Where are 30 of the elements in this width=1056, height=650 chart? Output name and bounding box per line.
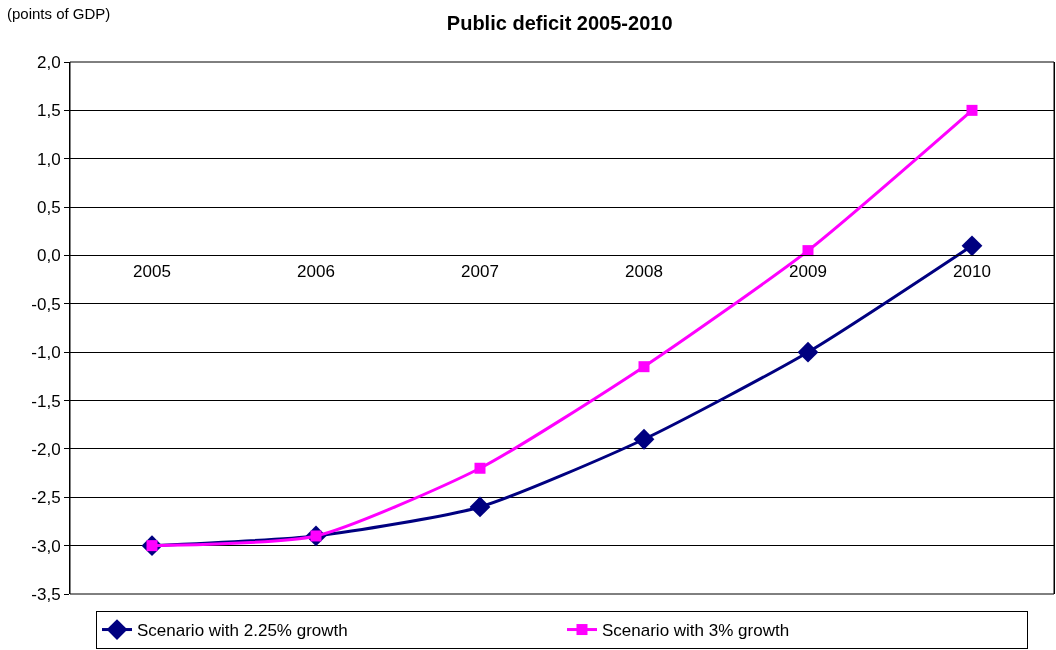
point <box>802 245 814 257</box>
y-tick-label: 1,5 <box>36 101 61 121</box>
y-tick-label: 1,0 <box>36 149 61 169</box>
x-tick-label: 2006 <box>297 261 335 281</box>
point <box>966 104 978 116</box>
x-tick-label: 2005 <box>133 261 171 281</box>
y-tick-label: 0,0 <box>36 246 61 266</box>
point <box>638 361 650 373</box>
y-tick-label: -3,5 <box>31 584 61 604</box>
x-tick-label: 2008 <box>625 261 663 281</box>
y-tick-label: -1,5 <box>31 391 61 411</box>
y-tick-label: -1,0 <box>31 343 61 363</box>
chart-title: Public deficit 2005-2010 <box>446 12 673 35</box>
point <box>961 235 983 257</box>
y-tick-label: -3,0 <box>31 536 61 556</box>
point <box>797 341 819 363</box>
point <box>474 462 486 474</box>
y-axis-title: (points of GDP) <box>7 5 111 22</box>
point <box>469 496 491 518</box>
y-tick-label: 0,5 <box>36 198 61 218</box>
point <box>633 428 655 450</box>
x-tick-label: 2010 <box>953 261 991 281</box>
y-tick-label: -0,5 <box>31 294 61 314</box>
y-tick-label: 2,0 <box>36 52 61 72</box>
x-tick-label: 2009 <box>789 261 827 281</box>
legend-label: Scenario with 3% growth <box>602 621 790 641</box>
y-tick-label: -2,5 <box>31 488 61 508</box>
x-tick-label: 2007 <box>461 261 499 281</box>
y-tick-label: -2,0 <box>31 439 61 459</box>
legend-label: Scenario with 2.25% growth <box>137 621 348 641</box>
